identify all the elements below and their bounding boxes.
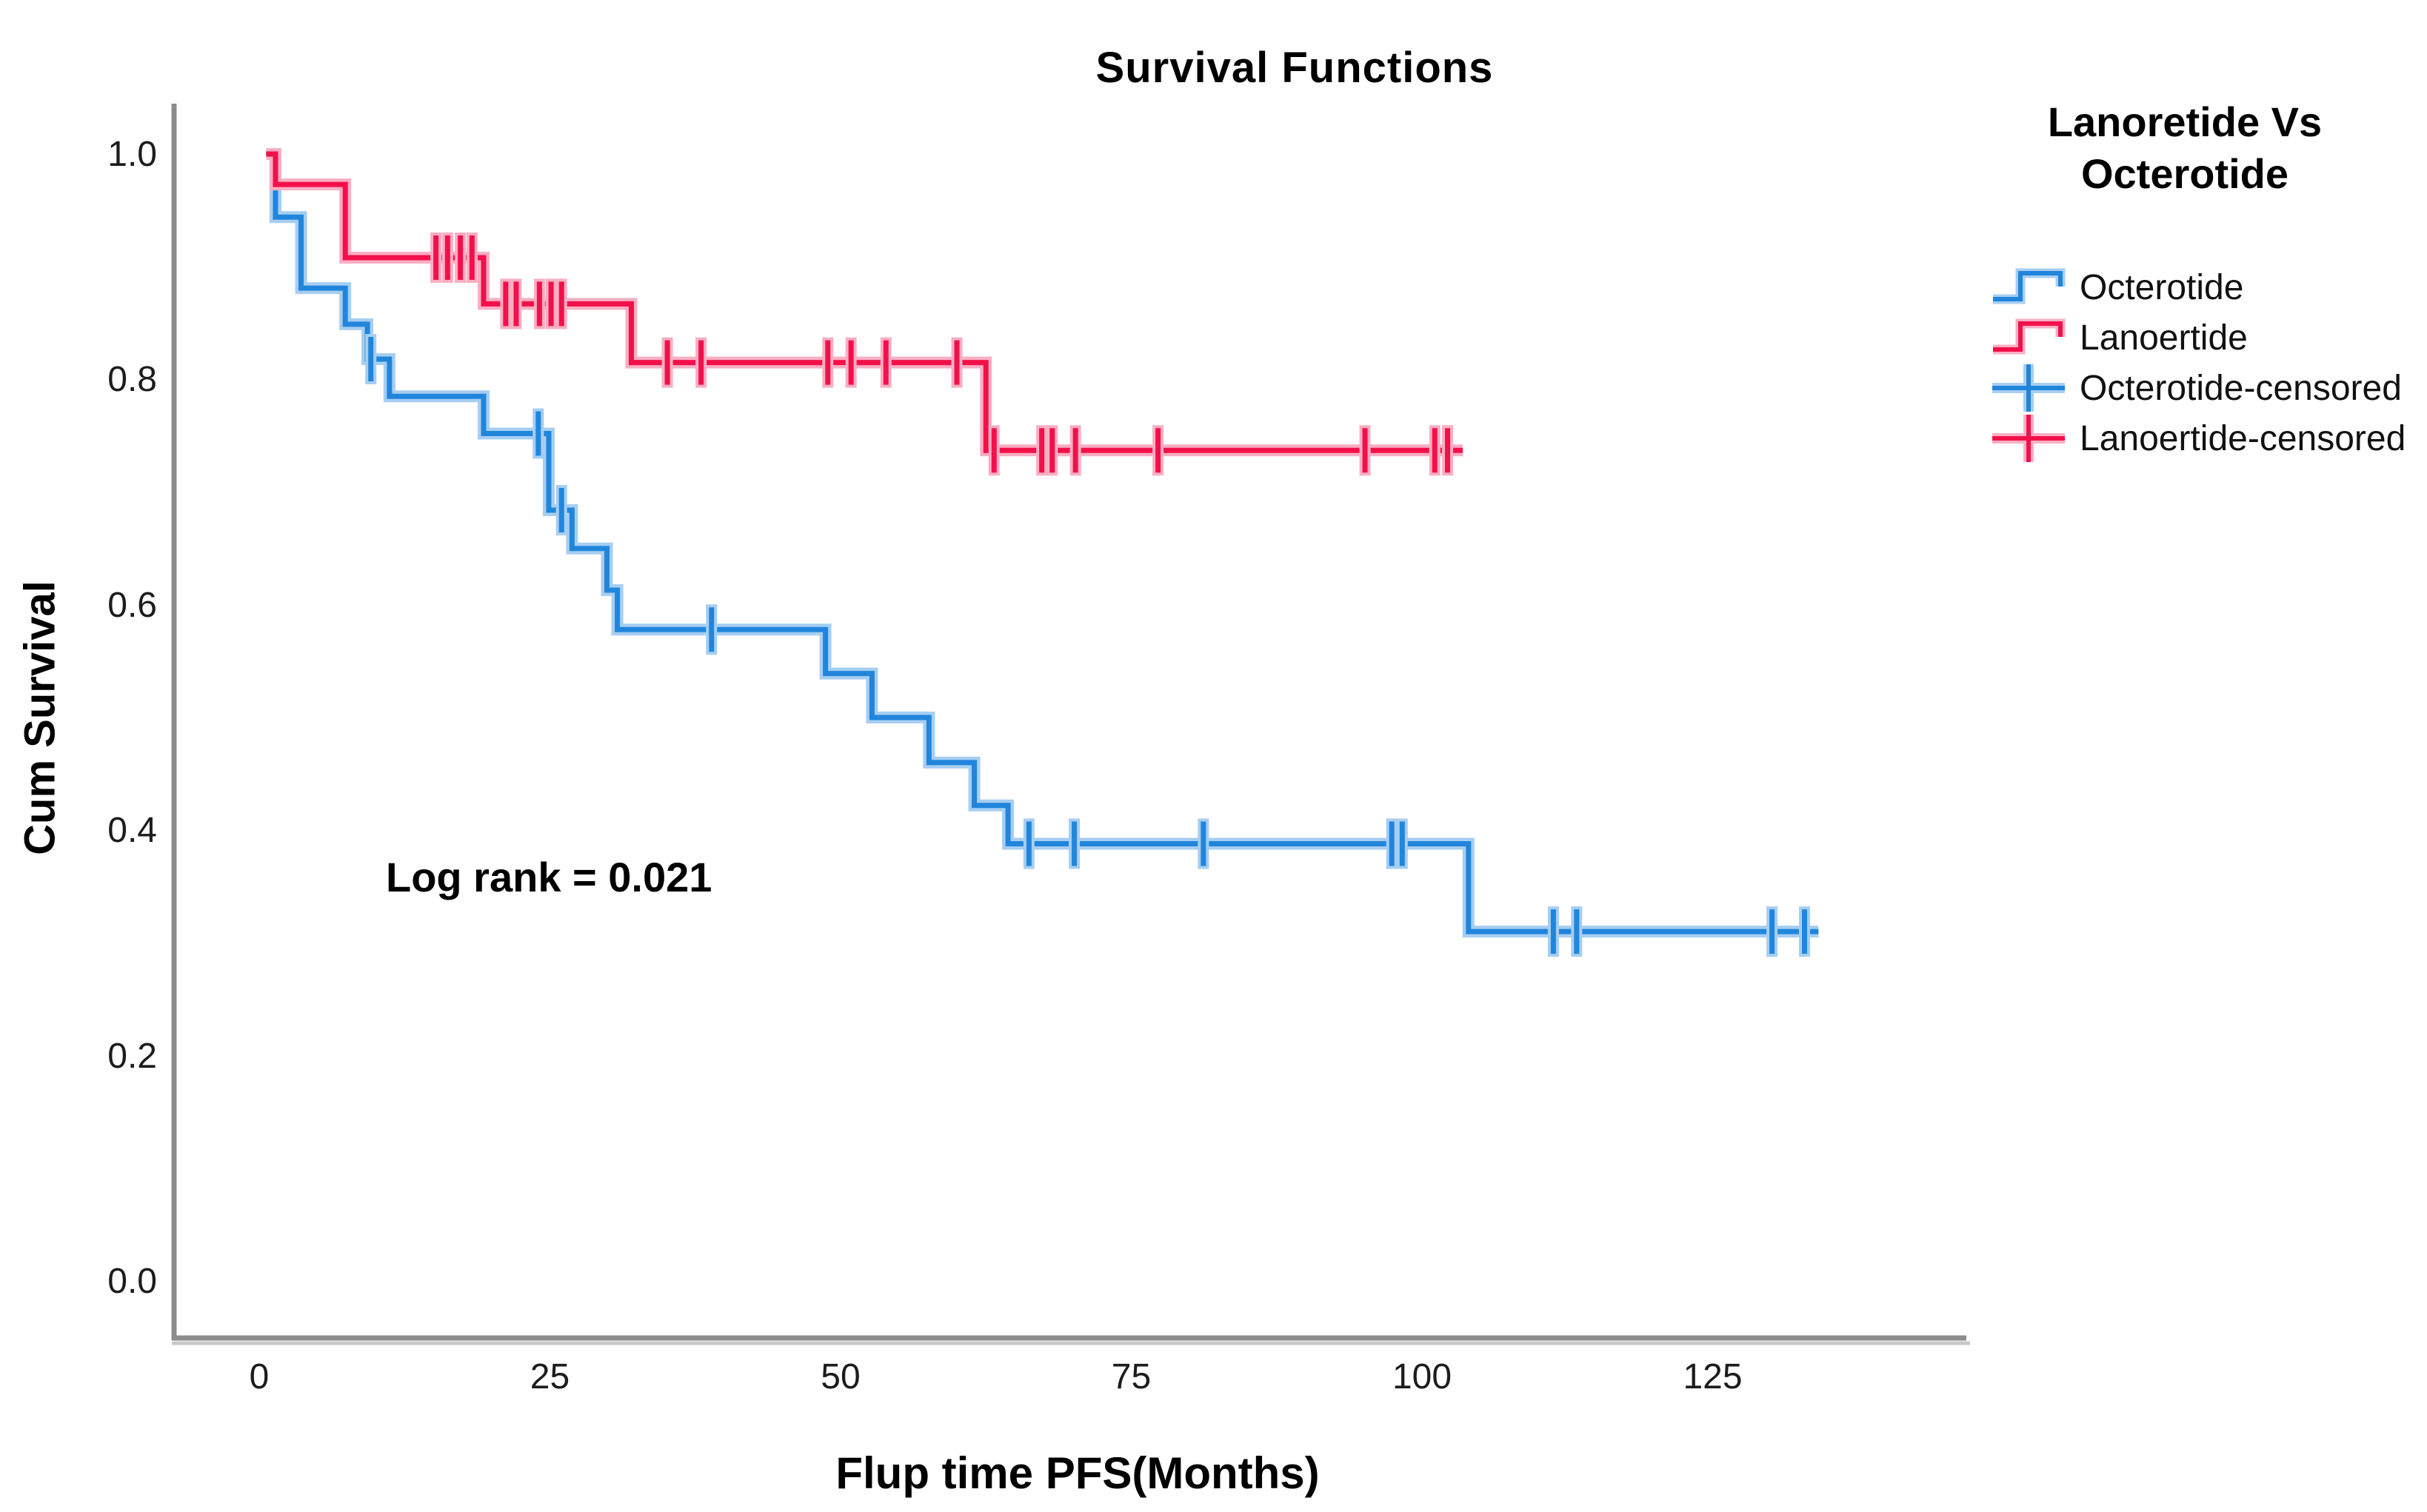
octerotide-curve (266, 151, 1819, 934)
y-tick-label-0.6: 0.6 (107, 585, 157, 625)
octerotide-censor-marks (368, 337, 1808, 954)
step-line-icon (1993, 318, 2066, 355)
legend-item-label: Lanoertide (2080, 318, 2248, 358)
legend-item-label: Lanoertide-censored (2080, 418, 2406, 458)
step-line-icon (1993, 268, 2066, 304)
glyph-stroke (1993, 268, 2066, 304)
y-axis-title: Cum Survival (16, 581, 64, 855)
censor-plus-icon (1992, 415, 2065, 462)
y-tick-label-0.0: 0.0 (107, 1262, 157, 1301)
legend-item-octerotide: Octerotide (1991, 261, 2243, 314)
x-tick-label-100: 100 (1392, 1357, 1452, 1396)
legend-title-line2: Octerotide (2080, 150, 2289, 197)
legend-item-lanoertide-censored: Lanoertide-censored (1991, 412, 2406, 465)
glyph-stroke (1993, 318, 2066, 355)
chart-title: Survival Functions (1095, 44, 1494, 92)
lanoertide-curve (266, 151, 1463, 453)
octerotide-curve-halo (266, 148, 1819, 938)
lanoertide-censor-marks-halo (430, 233, 1454, 476)
y-tick-label-1.0: 1.0 (107, 135, 157, 174)
x-tick-label-0: 0 (249, 1357, 270, 1396)
y-tick-label-0.4: 0.4 (107, 811, 157, 851)
legend-item-lanoertide: Lanoertide (1991, 311, 2248, 364)
legend-title: Lanoretide Vs Octerotide (1959, 96, 2411, 200)
x-tick-label-75: 75 (1111, 1357, 1152, 1396)
x-tick-label-125: 125 (1683, 1357, 1743, 1396)
legend-title-line1: Lanoretide Vs (2047, 98, 2323, 145)
log-rank-annotation: Log rank = 0.021 (386, 854, 712, 900)
glyph-stroke (1992, 364, 2065, 412)
legend-item-octerotide-censored: Octerotide-censored (1991, 361, 2402, 415)
y-tick-label-0.8: 0.8 (107, 360, 157, 400)
x-tick-label-50: 50 (821, 1357, 861, 1396)
glyph-stroke (1993, 321, 2063, 352)
x-axis-title: Flup time PFS(Months) (835, 1448, 1320, 1498)
legend-item-label: Octerotide-censored (2080, 368, 2402, 408)
censor-plus-icon (1992, 364, 2065, 412)
y-tick-label-0.2: 0.2 (107, 1036, 157, 1076)
x-tick-label-25: 25 (530, 1357, 570, 1396)
glyph-stroke (1993, 271, 2063, 301)
lanoertide-curve-halo (266, 148, 1463, 457)
lanoertide-censor-marks (433, 235, 1451, 473)
legend-item-label: Octerotide (2080, 267, 2244, 307)
glyph-stroke (1992, 415, 2065, 462)
